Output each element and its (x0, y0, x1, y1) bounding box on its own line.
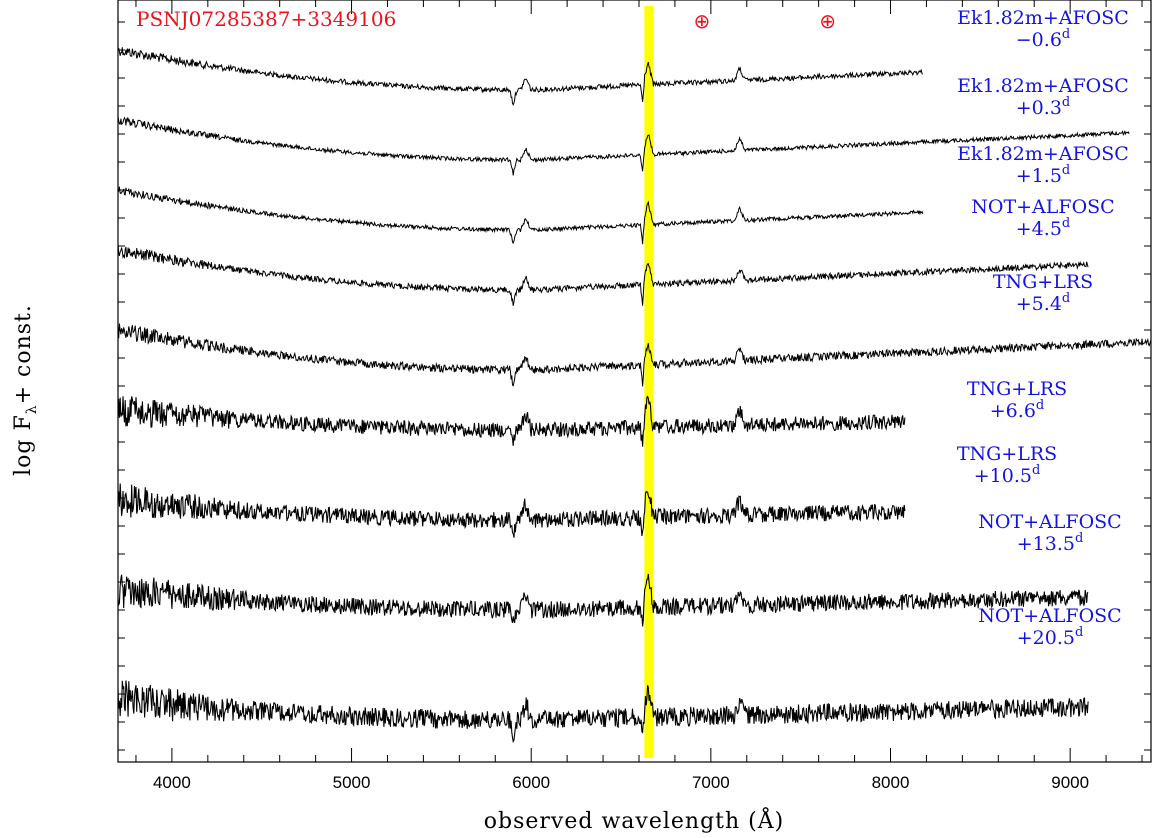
spectrum-label-instrument: NOT+ALFOSC (978, 605, 1121, 627)
spectrum-labels: Ek1.82m+AFOSC−0.6dEk1.82m+AFOSC+0.3dEk1.… (957, 7, 1129, 649)
spectrum-label-instrument: TNG+LRS (957, 443, 1057, 465)
x-tick-labels: 4000 5000 6000 7000 8000 9000 (153, 773, 1089, 792)
spectrum-label-instrument: NOT+ALFOSC (978, 511, 1121, 533)
y-axis-title-tail: + const. (11, 304, 36, 404)
spectrum-label-phase: +13.5d (1017, 531, 1084, 555)
spectrum-line-7 (117, 483, 906, 538)
telluric-markers: ⊕ ⊕ (693, 9, 836, 33)
x-tick-label: 5000 (333, 773, 371, 792)
x-tick-label: 9000 (1051, 773, 1089, 792)
x-tick-label: 4000 (153, 773, 191, 792)
phase-unit: d (1062, 163, 1070, 178)
spectrum-label-phase: +6.6d (990, 398, 1044, 422)
phase-unit: d (1075, 625, 1083, 640)
spectrum-label-phase: +4.5d (1016, 216, 1070, 240)
phase-unit: d (1032, 463, 1040, 478)
phase-unit: d (1062, 216, 1070, 231)
spectrum-line-5 (117, 323, 1152, 387)
spectrum-label-phase: +20.5d (1017, 625, 1084, 649)
x-tick-label: 8000 (872, 773, 910, 792)
plot-frame (117, 0, 1152, 763)
spectra-group (117, 47, 1152, 744)
phase-unit: d (1062, 291, 1070, 306)
spectrum-line-3 (117, 186, 924, 245)
spectrum-label-instrument: Ek1.82m+AFOSC (957, 143, 1129, 165)
spectrum-label-instrument: Ek1.82m+AFOSC (957, 75, 1129, 97)
plot-area (117, 0, 1152, 763)
spectrum-line-2 (117, 116, 1130, 176)
spectrum-label-phase: +1.5d (1016, 163, 1070, 187)
telluric-marker: ⊕ (819, 9, 836, 33)
x-tick-label: 6000 (512, 773, 550, 792)
phase-unit: d (1062, 95, 1070, 110)
x-axis-title: observed wavelength (Å) (484, 806, 784, 834)
h-alpha-highlight-band (644, 6, 654, 758)
spectrum-line-6 (117, 395, 906, 447)
phase-unit: d (1075, 531, 1083, 546)
chart-title: PSNJ07285387+3349106 (136, 7, 396, 31)
axis-ticks (118, 0, 1151, 762)
spectrum-label-instrument: TNG+LRS (993, 271, 1093, 293)
telluric-marker: ⊕ (693, 9, 710, 33)
y-axis-title-main: log F (11, 414, 36, 476)
spectrum-label-instrument: NOT+ALFOSC (971, 196, 1114, 218)
spectrum-label-instrument: Ek1.82m+AFOSC (957, 7, 1129, 29)
spectrum-label-instrument: TNG+LRS (967, 378, 1067, 400)
spectrum-label-phase: +10.5d (974, 463, 1041, 487)
spectrum-label-phase: +0.3d (1016, 95, 1070, 119)
spectrum-line-4 (117, 243, 1089, 306)
spectrum-line-8 (117, 573, 1089, 627)
spectrum-line-1 (117, 47, 923, 106)
y-axis-title-sub: λ (24, 404, 40, 414)
y-axis-title: log Fλ+ const. (11, 304, 40, 476)
x-tick-label: 7000 (692, 773, 730, 792)
phase-unit: d (1062, 27, 1070, 42)
spectrum-label-phase: +5.4d (1016, 291, 1070, 315)
phase-unit: d (1036, 398, 1044, 413)
spectrum-label-phase: −0.6d (1016, 27, 1070, 51)
spectrum-line-9 (117, 680, 1089, 744)
